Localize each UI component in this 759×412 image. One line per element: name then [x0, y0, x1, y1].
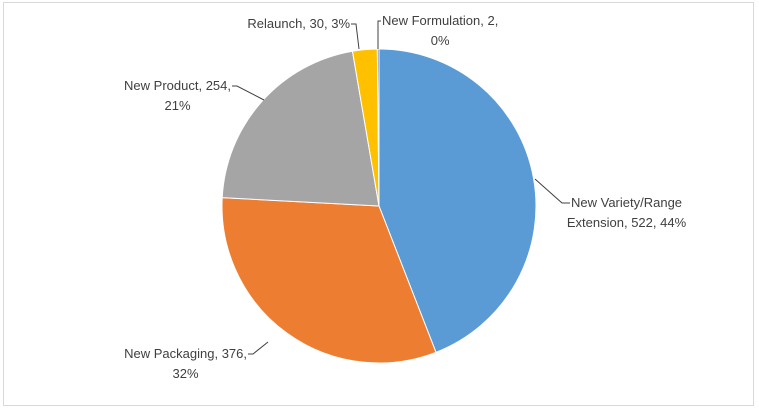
leader-line-new-packaging: [248, 341, 269, 355]
data-label-line: 32%: [173, 366, 199, 381]
data-label-line: Relaunch, 30, 3%: [247, 16, 350, 31]
leader-line-new-product: [232, 85, 265, 101]
data-label-line: Extension, 522, 44%: [567, 215, 687, 230]
pie-slice-new-variety-range-extension: [378, 48, 537, 353]
data-label-line: New Packaging, 376,: [124, 346, 247, 361]
data-label-new-product: New Product, 254, 21%: [124, 78, 231, 113]
pie-chart: New Variety/Range Extension, 522, 44%New …: [124, 13, 687, 381]
leader-lines: [232, 20, 570, 355]
pie-slice-new-formulation: [376, 48, 380, 207]
pie-slices: [221, 48, 537, 364]
leader-line-new-variety-range-extension: [534, 178, 570, 204]
pie-slice-new-packaging: [221, 197, 437, 364]
pie-slice-new-product: [221, 50, 380, 207]
data-label-new-formulation: New Formulation, 2, 0%: [382, 13, 498, 48]
data-label-line: 0%: [431, 33, 450, 48]
leader-line-relaunch: [351, 23, 360, 50]
data-label-line: New Variety/Range: [571, 195, 682, 210]
leader-line-new-formulation: [377, 20, 381, 49]
data-label-line: New Formulation, 2,: [382, 13, 498, 28]
data-label-relaunch: Relaunch, 30, 3%: [247, 16, 350, 31]
data-label-new-variety-range-extension: New Variety/Range Extension, 522, 44%: [567, 195, 687, 230]
data-label-line: New Product, 254,: [124, 78, 231, 93]
chart-area: New Variety/Range Extension, 522, 44% New …: [3, 2, 754, 406]
data-labels: New Variety/Range Extension, 522, 44%New …: [124, 13, 687, 381]
data-label-line: 21%: [165, 98, 191, 113]
data-label-new-packaging: New Packaging, 376, 32%: [124, 346, 247, 381]
